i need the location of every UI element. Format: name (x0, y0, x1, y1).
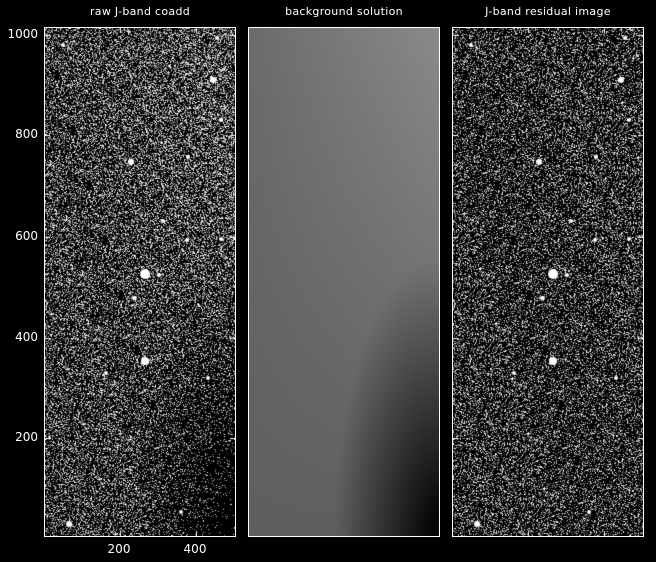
y-tick-label: 800 (15, 127, 38, 141)
panel-title-residual: J-band residual image (485, 5, 611, 18)
panel-title-background: background solution (285, 5, 403, 18)
y-tick-label: 600 (15, 229, 38, 243)
residual-image (453, 28, 643, 536)
y-tick-label: 400 (15, 330, 38, 344)
x-tick-label: 200 (107, 542, 131, 556)
raw-image (45, 28, 235, 536)
x-tick-label: 400 (183, 542, 207, 556)
background-image-panel (248, 27, 440, 537)
y-tick-label: 200 (15, 430, 38, 444)
y-tick-label: 1000 (7, 27, 38, 41)
raw-image-panel (44, 27, 236, 537)
background-image (249, 28, 439, 536)
residual-image-panel (452, 27, 644, 537)
panel-title-raw: raw J-band coadd (89, 5, 191, 18)
